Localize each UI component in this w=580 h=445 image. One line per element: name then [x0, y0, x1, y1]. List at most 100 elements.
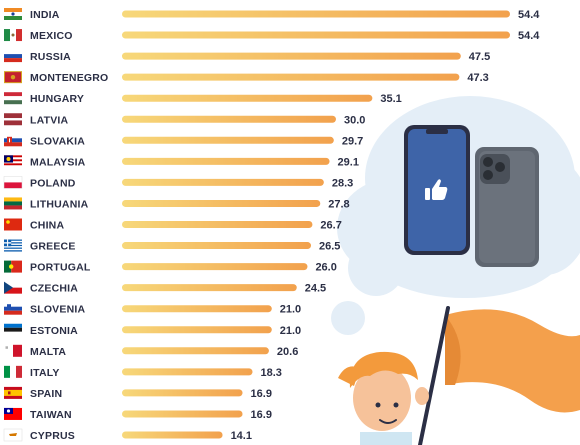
flag-hungary-icon	[4, 92, 22, 105]
flag-latvia-icon	[4, 113, 22, 126]
category-label: POLAND	[30, 177, 76, 189]
bar	[122, 326, 272, 334]
bar	[122, 221, 313, 228]
value-label: 26.0	[315, 262, 336, 274]
value-label: 26.7	[320, 220, 341, 232]
flag-china-icon	[4, 218, 22, 231]
bar	[122, 263, 308, 271]
chart-row: MONTENEGRO 47.3	[4, 71, 489, 84]
value-label: 21.0	[280, 304, 301, 316]
flag-poland-icon	[3, 176, 23, 189]
bar	[122, 410, 243, 418]
chart-rows: INDIA 54.4 MEXICO 54.4 RUSSIA 47.5 MONTENEGRO 4…	[3, 8, 540, 442]
category-label: MALTA	[30, 346, 66, 358]
flag-mexico-icon	[4, 29, 22, 42]
value-label: 16.9	[251, 388, 272, 400]
flag-czechia-icon	[4, 281, 22, 294]
flag-taiwan-icon	[4, 407, 22, 420]
flag-malta-icon	[4, 344, 22, 357]
value-label: 14.1	[231, 430, 252, 442]
value-label: 54.4	[518, 9, 540, 21]
bar	[122, 115, 336, 123]
value-label: 21.0	[280, 325, 301, 337]
chart-row: SLOVAKIA 29.7	[4, 134, 363, 147]
bar	[122, 368, 253, 376]
facebook-phone-icon	[404, 125, 470, 255]
value-label: 35.1	[380, 93, 401, 105]
category-label: MONTENEGRO	[30, 72, 108, 84]
chart-row: MALAYSIA 29.1	[4, 155, 359, 168]
chart-row: PORTUGAL 26.0	[4, 260, 337, 274]
value-label: 30.0	[344, 114, 365, 126]
flag-slovakia-icon	[4, 134, 22, 147]
chart-row: ITALY 18.3	[4, 365, 282, 379]
flag-cyprus-icon	[3, 428, 23, 442]
bar	[122, 136, 334, 144]
orange-flag-icon	[418, 306, 580, 445]
category-label: RUSSIA	[30, 51, 71, 63]
category-label: PORTUGAL	[30, 262, 91, 274]
bar	[122, 157, 330, 165]
category-label: SLOVAKIA	[30, 135, 85, 147]
value-label: 27.8	[328, 198, 349, 210]
value-label: 28.3	[332, 177, 353, 189]
category-label: SPAIN	[30, 388, 62, 400]
flag-greece-icon	[4, 239, 22, 252]
category-label: CYPRUS	[30, 430, 75, 442]
category-label: HUNGARY	[30, 93, 84, 105]
bar	[122, 73, 460, 81]
value-label: 47.3	[467, 72, 488, 84]
bar	[122, 305, 272, 313]
category-label: INDIA	[30, 9, 60, 21]
value-label: 24.5	[305, 283, 326, 295]
category-label: TAIWAN	[30, 409, 72, 421]
chart-row: CZECHIA 24.5	[4, 281, 326, 295]
chart-row: CYPRUS 14.1	[3, 428, 252, 442]
category-label: MEXICO	[30, 30, 73, 42]
flag-portugal-icon	[4, 260, 22, 273]
bar	[122, 242, 312, 250]
chart-row: LITHUANIA 27.8	[4, 197, 350, 210]
flag-malaysia-icon	[4, 155, 22, 168]
bar	[122, 284, 297, 292]
bar	[122, 52, 461, 60]
category-label: CHINA	[30, 220, 64, 232]
bar	[122, 431, 223, 439]
bar	[122, 347, 269, 355]
illustration	[331, 96, 580, 445]
chart-row: SPAIN 16.9	[4, 386, 272, 400]
category-label: SLOVENIA	[30, 304, 85, 316]
chart-row: MALTA 20.6	[4, 344, 298, 358]
value-label: 16.9	[251, 409, 272, 421]
chart-row: TAIWAN 16.9	[4, 407, 272, 421]
flag-estonia-icon	[4, 323, 22, 336]
bar	[122, 178, 324, 186]
category-label: LITHUANIA	[30, 198, 89, 210]
category-label: ESTONIA	[30, 325, 78, 337]
value-label: 47.5	[469, 51, 490, 63]
flag-russia-icon	[4, 50, 22, 63]
flag-spain-icon	[4, 386, 22, 399]
bar	[122, 10, 510, 18]
chart-row: LATVIA 30.0	[4, 113, 365, 126]
thumbs-up-icon	[425, 179, 448, 200]
flag-india-icon	[4, 8, 22, 20]
category-label: MALAYSIA	[30, 156, 86, 168]
bar	[122, 94, 373, 102]
chart-row: MEXICO 54.4	[4, 29, 540, 42]
value-label: 29.1	[338, 156, 359, 168]
chart-row: CHINA 26.7	[4, 218, 342, 232]
chart-row: RUSSIA 47.5	[4, 50, 490, 63]
flag-italy-icon	[4, 365, 22, 378]
value-label: 26.5	[319, 241, 340, 253]
flag-montenegro-icon	[4, 71, 22, 84]
character-icon	[338, 351, 429, 445]
chart-row: GREECE 26.5	[4, 239, 340, 253]
value-label: 54.4	[518, 30, 540, 42]
category-label: GREECE	[30, 241, 76, 253]
flag-lithuania-icon	[4, 197, 22, 210]
category-label: CZECHIA	[30, 283, 78, 295]
category-label: LATVIA	[30, 114, 69, 126]
chart-row: POLAND 28.3	[3, 176, 353, 189]
